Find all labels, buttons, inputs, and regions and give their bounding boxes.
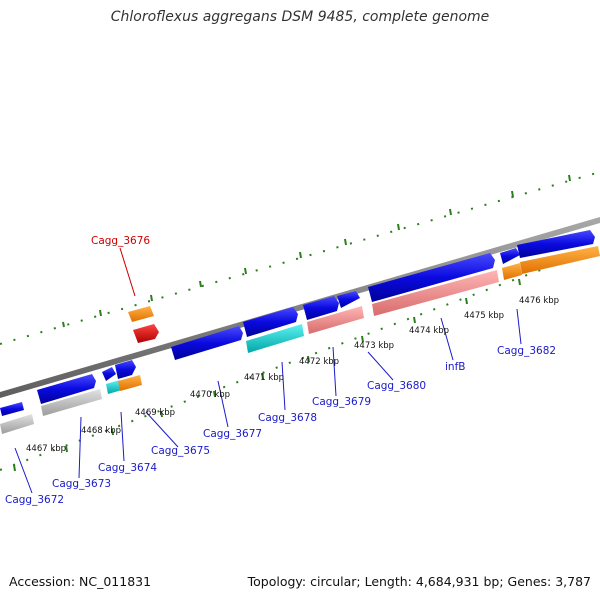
- gene-feature-cagg-3682-reverse: [502, 263, 522, 280]
- gene-label-cagg-3676: Cagg_3676: [91, 235, 150, 247]
- reverse-strand-features: [0, 246, 600, 434]
- gene-feature-cagg-3680-forward: [337, 291, 360, 308]
- scale-label-4470: 4470 kbp: [190, 390, 230, 400]
- callout-infb: [440, 317, 454, 361]
- genome-backbone: [0, 217, 600, 398]
- gene-feature-cagg-3676-red: [133, 324, 159, 343]
- gene-feature-cagg-3672-reverse: [0, 414, 34, 434]
- callout-cagg-3674: [120, 411, 125, 462]
- gene-feature-cagg-3679-forward: [303, 296, 339, 320]
- gene-feature-cagg-3674-forward: [102, 367, 116, 381]
- gene-label-infb: infB: [445, 361, 465, 373]
- gene-label-cagg-3674: Cagg_3674: [98, 462, 157, 474]
- gene-feature-cagg-3678-forward: [243, 307, 298, 337]
- gene-feature-cagg-3679-reverse: [307, 306, 364, 334]
- scale-label-4471: 4471 kbp: [244, 373, 284, 383]
- callout-cagg-3682: [516, 308, 522, 345]
- gene-feature-cagg-3675-forward: [115, 360, 136, 379]
- gene-labels: Cagg_3676 Cagg_3672 Cagg_3673 Cagg_3674 …: [5, 235, 556, 506]
- gene-feature-cagg-3673-forward: [37, 374, 96, 404]
- callout-cagg-3673: [78, 416, 82, 479]
- scale-label-4475: 4475 kbp: [464, 311, 504, 321]
- gene-feature-cagg-3676-orange: [128, 306, 154, 322]
- gene-label-cagg-3682: Cagg_3682: [497, 345, 556, 357]
- callout-cagg-3675: [145, 411, 179, 448]
- gene-feature-infb-reverse: [372, 270, 499, 316]
- forward-strand-features: [0, 230, 595, 416]
- gene-feature-cagg-3674-reverse: [106, 380, 122, 394]
- gene-feature-cagg-3682-forward: [500, 248, 520, 264]
- gene-feature-cagg-3673-reverse: [41, 389, 102, 416]
- gene-label-cagg-3677: Cagg_3677: [203, 428, 262, 440]
- callout-cagg-3679: [332, 346, 337, 397]
- topology-summary-text: Topology: circular; Length: 4,684,931 bp…: [247, 574, 591, 589]
- gene-label-cagg-3673: Cagg_3673: [52, 478, 111, 490]
- callout-lines: [14, 247, 522, 494]
- gene-label-cagg-3680: Cagg_3680: [367, 380, 426, 392]
- scale-label-4474: 4474 kbp: [409, 326, 449, 336]
- scale-labels: 4467 kbp 4468 kbp 4469 kbp 4470 kbp 4471…: [26, 296, 559, 454]
- cagg-3676-features: [128, 306, 159, 343]
- inner-tick-ring: [0, 247, 600, 472]
- gene-feature-cagg-3675-reverse: [118, 375, 142, 391]
- scale-label-4469: 4469 kbp: [135, 408, 175, 418]
- scale-label-4467: 4467 kbp: [26, 444, 66, 454]
- scale-label-4468: 4468 kbp: [81, 426, 121, 436]
- gene-feature-cagg-3672-forward: [0, 402, 24, 416]
- gene-label-cagg-3675: Cagg_3675: [151, 445, 210, 457]
- callout-cagg-3678: [281, 361, 286, 411]
- gene-feature-cagg-3682b-forward: [517, 230, 595, 258]
- gene-feature-cagg-3678-reverse: [246, 324, 304, 353]
- gene-feature-cagg-3677-forward: [171, 326, 243, 360]
- scale-label-4473: 4473 kbp: [354, 341, 394, 351]
- callout-cagg-3677: [217, 380, 229, 428]
- accession-text: Accession: NC_011831: [9, 574, 152, 589]
- scale-label-4472: 4472 kbp: [299, 357, 339, 367]
- outer-tick-ring: [0, 171, 600, 345]
- gene-label-cagg-3679: Cagg_3679: [312, 396, 371, 408]
- callout-cagg-3680: [367, 351, 394, 381]
- gene-feature-infb-forward: [368, 253, 495, 302]
- callout-cagg-3676: [119, 247, 136, 297]
- callout-cagg-3672: [14, 447, 33, 494]
- gene-feature-cagg-3682b-reverse: [520, 246, 600, 274]
- gene-label-cagg-3672: Cagg_3672: [5, 494, 64, 506]
- scale-label-4476: 4476 kbp: [519, 296, 559, 306]
- map-title: Chloroflexus aggregans DSM 9485, complet…: [110, 9, 490, 25]
- gene-label-cagg-3678: Cagg_3678: [258, 412, 317, 424]
